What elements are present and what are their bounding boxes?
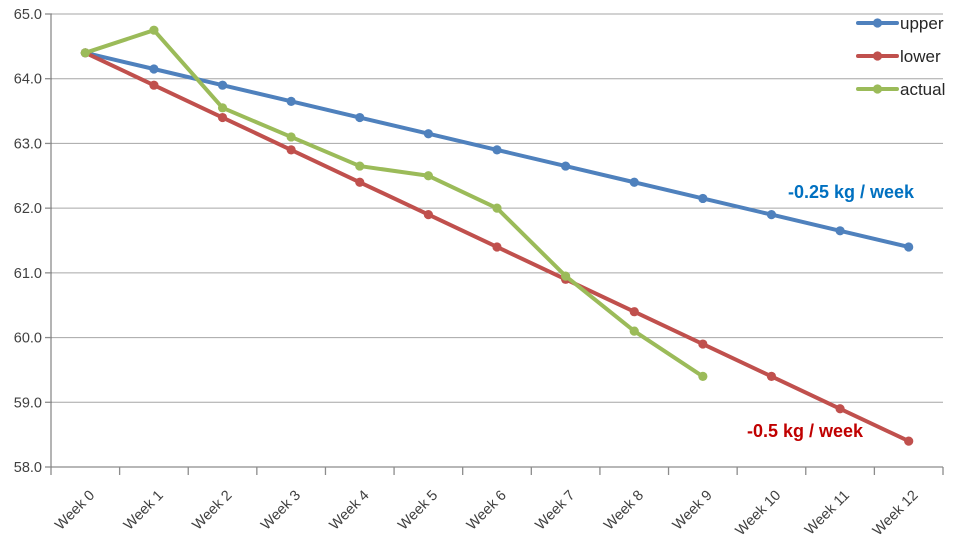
- data-point-lower: [149, 80, 159, 90]
- series-line-actual: [83, 28, 705, 379]
- data-point-actual: [149, 25, 159, 35]
- x-axis-label: Week 3: [258, 488, 304, 534]
- x-axis-label: Week 12: [870, 488, 922, 540]
- data-point-upper: [766, 210, 777, 220]
- data-point-upper: [355, 112, 365, 123]
- x-axis-label: Week 5: [395, 488, 441, 534]
- legend-marker-lower: [872, 51, 883, 61]
- series-lower: [80, 48, 914, 446]
- legend-marker-actual: [872, 84, 883, 94]
- x-axis-label: Week 2: [189, 488, 235, 534]
- legend-label-actual: actual: [900, 80, 945, 99]
- annotation-rate-0: -0.25 kg / week: [788, 182, 915, 202]
- legend-item-actual: actual: [856, 80, 945, 99]
- x-axis-label: Week 4: [327, 488, 373, 534]
- data-point-lower: [835, 404, 845, 414]
- data-point-upper: [149, 64, 159, 74]
- legend: upper lower actual: [856, 14, 945, 99]
- data-point-actual: [561, 271, 571, 281]
- data-point-actual: [286, 132, 296, 142]
- data-point-upper: [629, 177, 639, 187]
- data-point-actual: [698, 371, 708, 381]
- data-point-actual: [355, 161, 365, 171]
- data-point-lower: [286, 145, 296, 155]
- data-point-upper: [286, 96, 296, 106]
- x-axis-label: Week 0: [52, 488, 98, 534]
- data-point-upper: [835, 226, 845, 236]
- y-axis-label: 63.0: [14, 136, 42, 152]
- data-point-upper: [492, 145, 502, 155]
- data-point-lower: [355, 177, 365, 187]
- data-point-lower: [904, 436, 914, 446]
- legend-item-lower: lower: [856, 47, 941, 66]
- y-axis-label: 59.0: [14, 395, 42, 411]
- y-axis-label: 58.0: [14, 460, 42, 476]
- data-point-lower: [698, 339, 708, 349]
- data-point-upper: [698, 193, 708, 204]
- y-axis-label: 61.0: [14, 266, 42, 282]
- y-axis: 58.0 59.0 60.0 61.0 62.0 63.0 64.0 65.0: [14, 7, 52, 476]
- x-axis-label: Week 11: [802, 488, 853, 539]
- legend-label-upper: upper: [900, 14, 944, 33]
- annotation-rate-1: -0.5 kg / week: [747, 421, 864, 441]
- x-axis-label: Week 1: [121, 488, 167, 534]
- x-axis-label: Week 8: [601, 488, 647, 534]
- x-axis-label: Week 9: [670, 488, 716, 534]
- data-point-upper: [561, 161, 571, 171]
- data-point-upper: [423, 129, 433, 139]
- x-axis-label: Week 6: [464, 488, 510, 534]
- x-axis: Week 0 Week 1 Week 2 Week 3 Week 4 Week 5 Week…: [50, 467, 944, 540]
- x-axis-label: Week 10: [733, 488, 785, 540]
- y-axis-label: 60.0: [14, 331, 42, 347]
- data-point-actual: [80, 48, 90, 58]
- data-point-lower: [217, 112, 228, 123]
- legend-item-upper: upper: [856, 14, 944, 33]
- x-axis-label: Week 7: [533, 488, 579, 534]
- data-point-lower: [766, 371, 777, 381]
- data-point-lower: [629, 307, 639, 317]
- y-axis-label: 64.0: [14, 72, 42, 88]
- data-point-actual: [423, 171, 433, 181]
- y-axis-label: 62.0: [14, 201, 42, 217]
- series-actual: [80, 25, 708, 381]
- data-point-upper: [217, 80, 228, 90]
- data-point-upper: [904, 242, 914, 252]
- data-point-actual: [492, 203, 502, 213]
- legend-label-lower: lower: [900, 47, 941, 66]
- y-axis-label: 65.0: [14, 7, 42, 23]
- data-point-actual: [629, 326, 639, 336]
- data-point-actual: [217, 103, 228, 113]
- data-point-lower: [492, 242, 502, 252]
- legend-marker-upper: [872, 18, 883, 28]
- data-point-lower: [423, 210, 433, 220]
- series-upper: [80, 48, 914, 252]
